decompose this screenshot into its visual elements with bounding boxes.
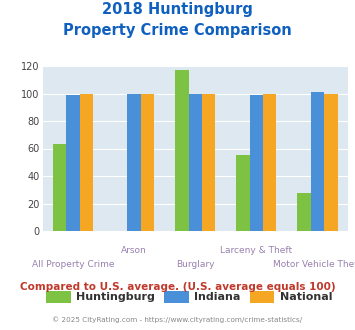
Bar	[53, 145, 66, 231]
Text: Property Crime Comparison: Property Crime Comparison	[63, 23, 292, 38]
Bar	[324, 93, 338, 231]
Bar	[66, 95, 80, 231]
Text: Larceny & Theft: Larceny & Theft	[220, 246, 293, 255]
Bar	[297, 192, 311, 231]
Bar	[189, 93, 202, 231]
Text: 2018 Huntingburg: 2018 Huntingburg	[102, 2, 253, 16]
Text: © 2025 CityRating.com - https://www.cityrating.com/crime-statistics/: © 2025 CityRating.com - https://www.city…	[53, 317, 302, 323]
Text: Compared to U.S. average. (U.S. average equals 100): Compared to U.S. average. (U.S. average …	[20, 282, 335, 292]
Legend: Huntingburg, Indiana, National: Huntingburg, Indiana, National	[42, 286, 337, 307]
Bar	[80, 93, 93, 231]
Text: Burglary: Burglary	[176, 260, 214, 269]
Bar	[311, 92, 324, 231]
Bar	[250, 95, 263, 231]
Bar	[236, 155, 250, 231]
Bar	[202, 93, 215, 231]
Text: All Property Crime: All Property Crime	[32, 260, 114, 269]
Text: Motor Vehicle Theft: Motor Vehicle Theft	[273, 260, 355, 269]
Text: Arson: Arson	[121, 246, 147, 255]
Bar	[127, 93, 141, 231]
Bar	[141, 93, 154, 231]
Bar	[263, 93, 277, 231]
Bar	[175, 70, 189, 231]
